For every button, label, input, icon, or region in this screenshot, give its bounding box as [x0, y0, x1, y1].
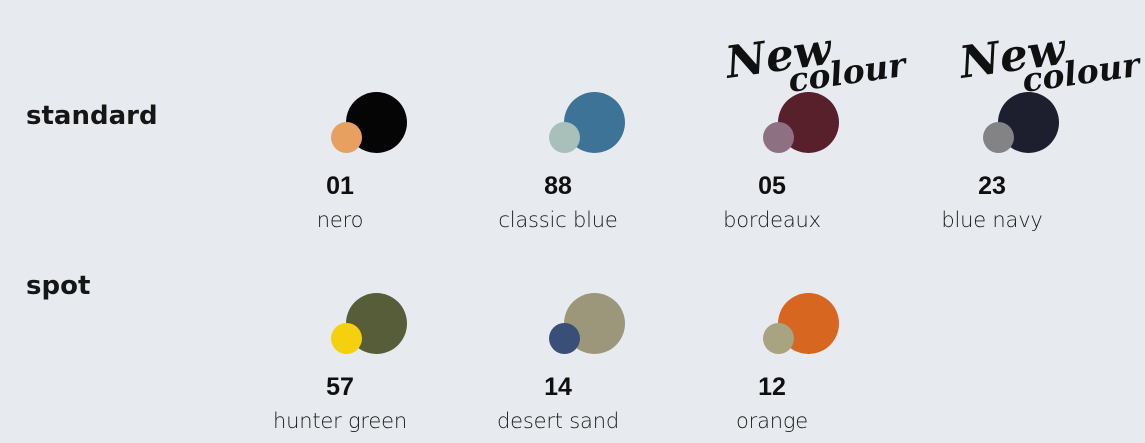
swatch-bordeaux[interactable]: 05 bordeaux [672, 92, 872, 242]
swatch-color-dots [240, 92, 440, 162]
swatch-blue-navy[interactable]: 23 blue navy [892, 92, 1092, 242]
swatch-name: classic blue [498, 208, 618, 232]
swatch-code: 01 [326, 172, 354, 200]
accent-color-dot [331, 122, 362, 153]
swatch-color-dots [892, 92, 1092, 162]
new-colour-badge: New colour [720, 12, 916, 100]
swatch-code: 12 [758, 373, 786, 401]
swatch-classic-blue[interactable]: 88 classic blue [458, 92, 658, 242]
swatch-desert-sand[interactable]: 14 desert sand [458, 293, 658, 443]
swatch-name: hunter green [273, 409, 407, 433]
swatch-nero[interactable]: 01 nero [240, 92, 440, 242]
swatch-name: orange [736, 409, 808, 433]
accent-color-dot [763, 323, 794, 354]
swatch-code: 14 [544, 373, 572, 401]
swatch-hunter-green[interactable]: 57 hunter green [240, 293, 440, 443]
swatch-name: bordeaux [723, 208, 821, 232]
new-colour-badge: New colour [954, 12, 1145, 100]
swatch-color-dots [458, 293, 658, 363]
swatch-name: desert sand [497, 409, 619, 433]
accent-color-dot [331, 323, 362, 354]
swatch-color-dots [458, 92, 658, 162]
swatch-name: nero [316, 208, 364, 232]
swatch-color-dots [672, 92, 872, 162]
swatch-code: 23 [978, 172, 1006, 200]
accent-color-dot [549, 122, 580, 153]
section-label-standard: standard [26, 101, 158, 131]
accent-color-dot [983, 122, 1014, 153]
swatch-code: 05 [758, 172, 786, 200]
section-label-spot: spot [26, 271, 91, 301]
swatch-code: 88 [544, 172, 572, 200]
swatch-color-dots [240, 293, 440, 363]
swatch-name: blue navy [941, 208, 1043, 232]
accent-color-dot [763, 122, 794, 153]
accent-color-dot [549, 323, 580, 354]
swatch-code: 57 [326, 373, 354, 401]
swatch-color-dots [672, 293, 872, 363]
swatch-orange[interactable]: 12 orange [672, 293, 872, 443]
